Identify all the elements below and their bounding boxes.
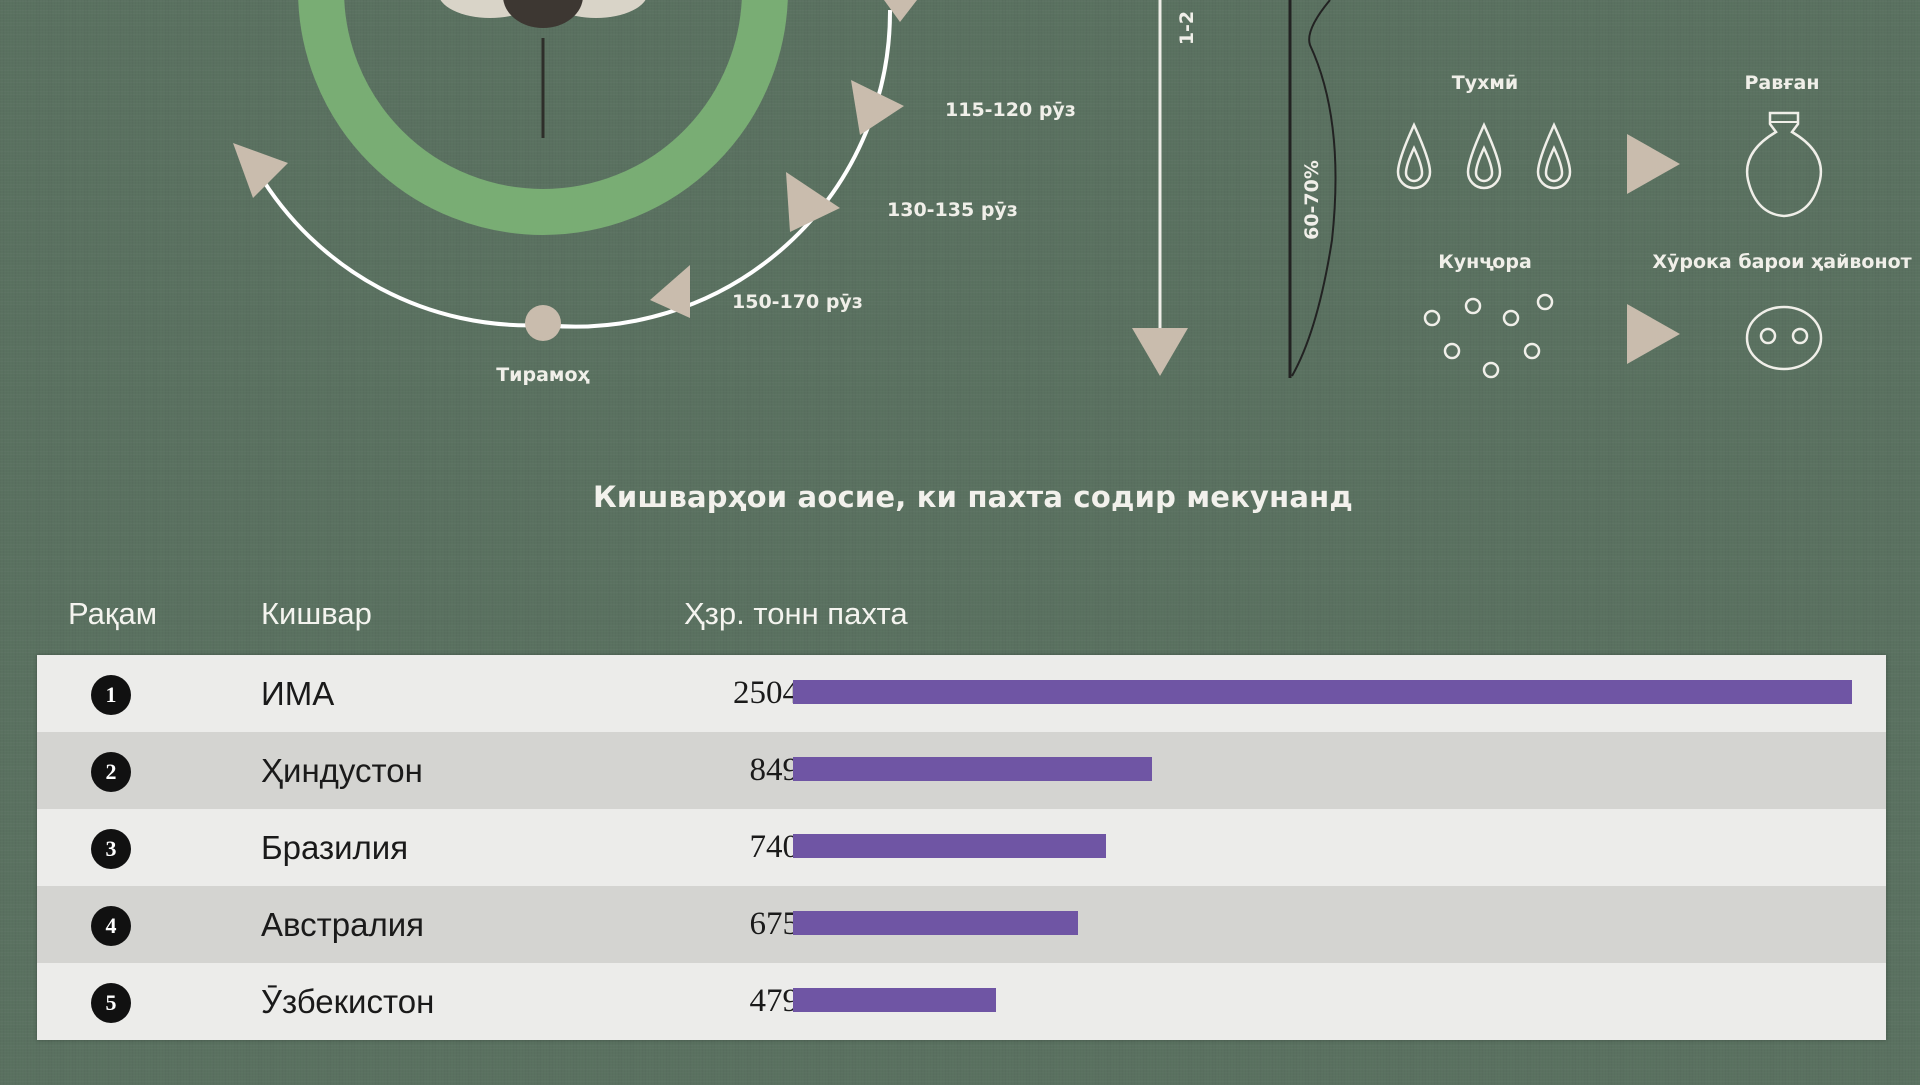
table-row: 2 Ҳиндустон 849 — [37, 732, 1886, 809]
country-label: Бразилия — [261, 829, 409, 866]
rank-badge: 5 — [91, 983, 131, 1023]
duration-label-2: 130-135 рӯз — [887, 199, 1018, 221]
rank-badge: 3 — [91, 829, 131, 869]
table-row: 3 Бразилия 740 — [37, 809, 1886, 886]
cotton-boll-icon — [440, 0, 646, 138]
value-label: 740 — [749, 829, 800, 865]
country-label: Ӯзбекистон — [261, 983, 435, 1020]
duration-label-1: 115-120 рӯз — [945, 99, 1076, 121]
rank-badge: 4 — [91, 906, 131, 946]
country-label: Ҳиндустон — [261, 752, 423, 789]
cycle-arrows — [233, 0, 917, 318]
bar — [793, 988, 996, 1012]
table-row: 4 Австралия 675 — [37, 886, 1886, 963]
table-row: 5 Ӯзбекистон 479 — [37, 963, 1886, 1040]
oil-jug-icon — [1745, 111, 1823, 218]
table-row: 1 ИМА 2504 — [37, 655, 1886, 732]
bar — [793, 680, 1852, 704]
autumn-dot — [525, 305, 561, 341]
bar — [793, 834, 1106, 858]
cake-label: Кунҷора — [1438, 251, 1532, 273]
cotton-cycle-infographic: 115-120 рӯз 130-135 рӯз 150-170 рӯз Тира… — [233, 0, 1912, 386]
feed-label: Хӯрока барои ҳайвонот — [1652, 251, 1911, 273]
rank-badge: 1 — [91, 675, 131, 715]
animal-feed-icon — [1745, 305, 1823, 371]
country-label: ИМА — [261, 675, 335, 712]
bar — [793, 911, 1078, 935]
header-country: Кишвар — [261, 596, 372, 631]
oil-label: Равған — [1744, 72, 1819, 94]
vertical-label-top: 1-2 — [1176, 11, 1198, 45]
vertical-label-percent: 60-70% — [1301, 160, 1323, 240]
value-label: 2504 — [733, 675, 799, 711]
rank-badge: 2 — [91, 752, 131, 792]
vertical-arrow-head — [1132, 328, 1188, 376]
value-label: 849 — [749, 752, 800, 788]
value-label: 479 — [749, 983, 800, 1019]
header-value: Ҳзр. тонн пахта — [684, 596, 908, 631]
bracket-curve — [1291, 0, 1337, 377]
seed-drop-icons — [1396, 121, 1572, 190]
duration-label-3: 150-170 рӯз — [732, 291, 863, 313]
seeds-label: Тухмӣ — [1452, 72, 1518, 94]
value-label: 675 — [749, 906, 800, 942]
cotton-ranking-table: 1 ИМА 2504 2 Ҳиндустон 849 3 Бразилия 740 4 Австра… — [37, 655, 1886, 1040]
autumn-label: Тирамоҳ — [496, 364, 590, 386]
cake-dots-icon — [1423, 293, 1554, 379]
bar — [793, 757, 1152, 781]
country-label: Австралия — [261, 906, 425, 943]
header-rank: Рақам — [68, 596, 158, 631]
growth-cycle-arc — [256, 9, 893, 329]
growth-ring — [298, 0, 788, 235]
chart-title: Кишварҳои аосие, ки пахта содир мекунанд — [593, 480, 1353, 514]
cake-to-feed-arrow — [1627, 304, 1680, 364]
seeds-to-oil-arrow — [1627, 134, 1680, 194]
